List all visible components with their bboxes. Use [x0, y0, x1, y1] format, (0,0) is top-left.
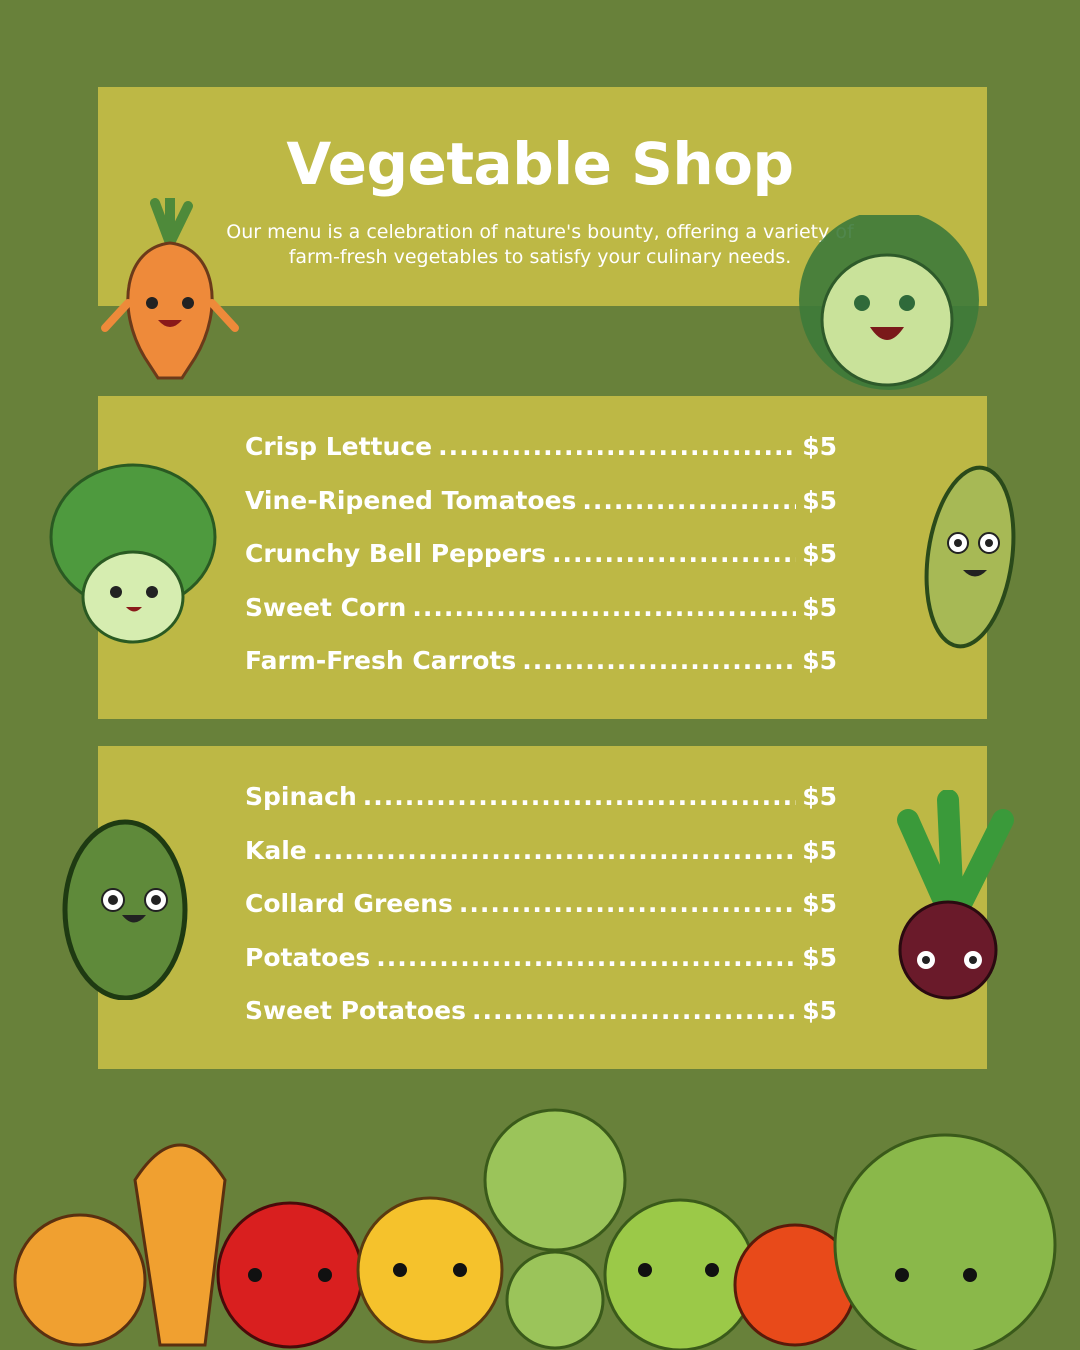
- dot-leader: [412, 593, 796, 622]
- dot-leader: [459, 889, 796, 918]
- item-name: Vine-Ripened Tomatoes: [245, 485, 577, 515]
- menu-item: Potatoes $5: [245, 943, 837, 997]
- item-price: $5: [802, 835, 837, 865]
- item-name: Farm-Fresh Carrots: [245, 646, 517, 675]
- page-title: Vegetable Shop: [286, 130, 794, 198]
- menu-item: Crisp Lettuce $5: [245, 432, 837, 486]
- dot-leader: [552, 539, 796, 568]
- beet-character-icon: [897, 790, 1014, 1000]
- dot-leader: [522, 646, 796, 675]
- item-price: $5: [802, 432, 837, 461]
- item-price: $5: [802, 485, 837, 515]
- item-price: $5: [802, 646, 837, 675]
- dot-leader: [376, 943, 796, 972]
- item-name: Kale: [245, 835, 307, 865]
- menu-item: Crunchy Bell Peppers $5: [245, 539, 837, 593]
- item-price: $5: [802, 592, 837, 622]
- menu-item: Kale $5: [245, 836, 837, 890]
- cabbage-character-icon: [799, 215, 979, 390]
- page-subtitle: Our menu is a celebration of nature's bo…: [226, 221, 854, 268]
- item-price: $5: [802, 539, 837, 568]
- menu-item: Spinach $5: [245, 782, 837, 836]
- zucchini-character-icon: [62, 819, 188, 1000]
- item-name: Collard Greens: [245, 889, 453, 918]
- item-name: Crunchy Bell Peppers: [245, 539, 546, 568]
- menu-item: Sweet Corn $5: [245, 593, 837, 647]
- item-price: $5: [802, 942, 837, 972]
- dot-leader: [438, 432, 796, 461]
- menu-item: Collard Greens $5: [245, 889, 837, 943]
- menu-item: Sweet Potatoes $5: [245, 996, 837, 1050]
- item-name: Spinach: [245, 782, 357, 811]
- menu-item: Vine-Ripened Tomatoes $5: [245, 486, 837, 540]
- menu-item: Farm-Fresh Carrots $5: [245, 646, 837, 700]
- menu-list-1: Crisp Lettuce$5 Vine-Ripened Tomatoes$5 …: [245, 432, 837, 700]
- dot-leader: [472, 996, 796, 1025]
- item-name: Potatoes: [245, 942, 371, 972]
- dot-leader: [363, 782, 796, 811]
- item-price: $5: [802, 996, 837, 1025]
- item-name: Sweet Potatoes: [245, 996, 466, 1025]
- item-name: Crisp Lettuce: [245, 432, 433, 461]
- vegetable-row-icon: [13, 1108, 1057, 1350]
- menu-list-2: Spinach $5 Kale $5 Collard Greens $5 Potato…: [245, 782, 837, 1050]
- item-name: Sweet Corn: [245, 592, 407, 622]
- dot-leader: [313, 836, 796, 865]
- cucumber-character-icon: [924, 465, 1016, 649]
- dot-leader: [582, 486, 796, 515]
- lettuce-character-icon: [49, 463, 217, 644]
- carrot-character-icon: [101, 198, 239, 380]
- item-price: $5: [802, 889, 837, 918]
- item-price: $5: [802, 782, 837, 811]
